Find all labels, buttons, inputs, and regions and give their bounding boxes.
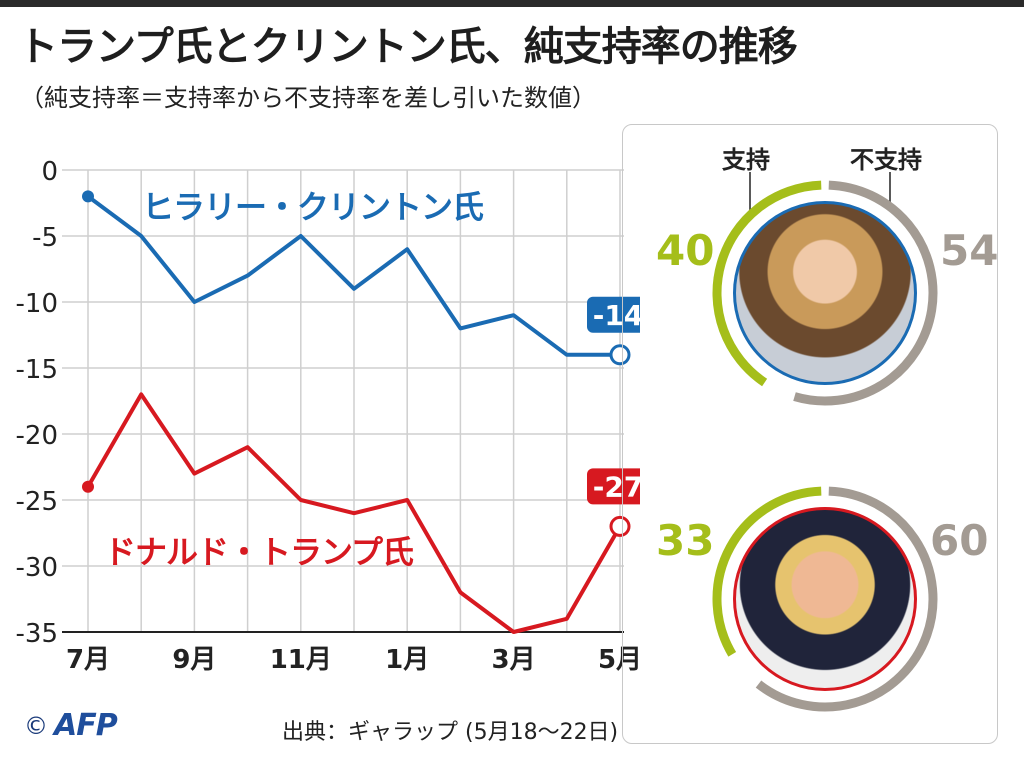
- data-label: -14: [593, 299, 640, 332]
- source-note: 出典：ギャラップ (5月18〜22日): [282, 720, 619, 745]
- disapprove-column-label: 不支持: [850, 146, 922, 174]
- series-line: [86, 392, 622, 634]
- y-tick-label: -5: [32, 223, 58, 253]
- x-tick-label: 7月: [66, 645, 110, 675]
- afp-logo: AFP: [54, 708, 118, 743]
- y-tick-label: -10: [16, 289, 58, 319]
- copyright-symbol: ©: [24, 712, 48, 740]
- clinton-support-value: 40: [656, 226, 715, 275]
- clinton-photo: [733, 201, 917, 385]
- net-approval-line-chart: 0 -5 -10 -15 -20 -25 -30 -35 7月 9月 11月 1月 3月 5月 -14 ヒラリ…: [16, 157, 640, 675]
- trump-support-value: 33: [656, 516, 715, 565]
- data-point: [82, 190, 94, 203]
- data-point: [609, 515, 631, 537]
- data-point: [609, 344, 631, 366]
- x-tick-label: 1月: [385, 645, 429, 675]
- y-tick-label: -15: [16, 355, 58, 385]
- support-column-label: 支持: [722, 146, 770, 174]
- data-point: [82, 480, 94, 493]
- y-tick-label: 0: [41, 157, 58, 187]
- x-tick-label: 11月: [270, 645, 332, 675]
- x-tick-label: 3月: [492, 645, 536, 675]
- data-label: -27: [593, 470, 640, 503]
- clinton-disapprove-value: 54: [940, 226, 999, 275]
- series-name-label: ドナルド・トランプ氏: [104, 533, 414, 571]
- series-name-label: ヒラリー・クリントン氏: [142, 188, 484, 226]
- y-tick-label: -25: [16, 487, 58, 517]
- top-bar: [0, 0, 1024, 7]
- series-line: [86, 194, 622, 357]
- value-badge: [587, 468, 640, 505]
- y-tick-label: -35: [16, 619, 58, 649]
- page-subtitle: （純支持率＝支持率から不支持率を差し引いた数値）: [20, 84, 596, 112]
- value-badge: [587, 296, 640, 333]
- approval-panel: [622, 124, 998, 744]
- page-title: トランプ氏とクリントン氏、純支持率の推移: [18, 24, 798, 70]
- trump-photo: [733, 507, 917, 691]
- x-tick-label: 5月: [598, 645, 640, 675]
- x-tick-label: 9月: [172, 645, 216, 675]
- y-tick-label: -20: [16, 421, 58, 451]
- trump-disapprove-value: 60: [930, 516, 989, 565]
- y-tick-label: -30: [16, 553, 58, 583]
